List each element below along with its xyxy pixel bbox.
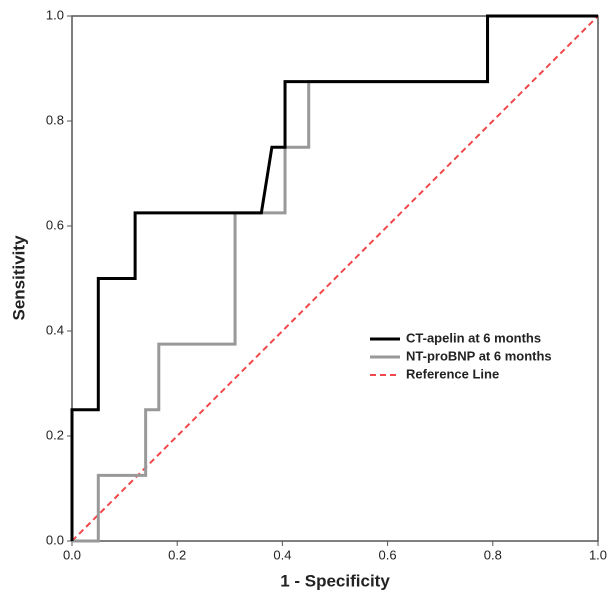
y-axis-label: Sensitivity [9,235,28,321]
legend-label: NT-proBNP at 6 months [406,348,552,363]
y-tick-label: 0.2 [46,427,64,442]
x-tick-label: 0.2 [168,547,186,562]
x-tick-label: 0.4 [273,547,291,562]
y-tick-label: 0.0 [46,532,64,547]
x-tick-label: 0.0 [63,547,81,562]
roc-line [71,15,599,542]
y-tick-label: 0.6 [46,217,64,232]
x-tick-label: 0.8 [484,547,502,562]
x-tick-label: 0.6 [379,547,397,562]
x-axis-label: 1 - Specificity [280,571,390,590]
y-tick-label: 0.4 [46,322,64,337]
x-tick-label: 1.0 [589,547,607,562]
plot-frame [71,15,599,542]
legend-label: Reference Line [406,366,499,381]
roc-line [70,14,598,541]
y-tick-label: 0.8 [46,112,64,127]
y-tick-label: 1.0 [46,7,64,22]
legend-label: CT-apelin at 6 months [406,330,541,345]
